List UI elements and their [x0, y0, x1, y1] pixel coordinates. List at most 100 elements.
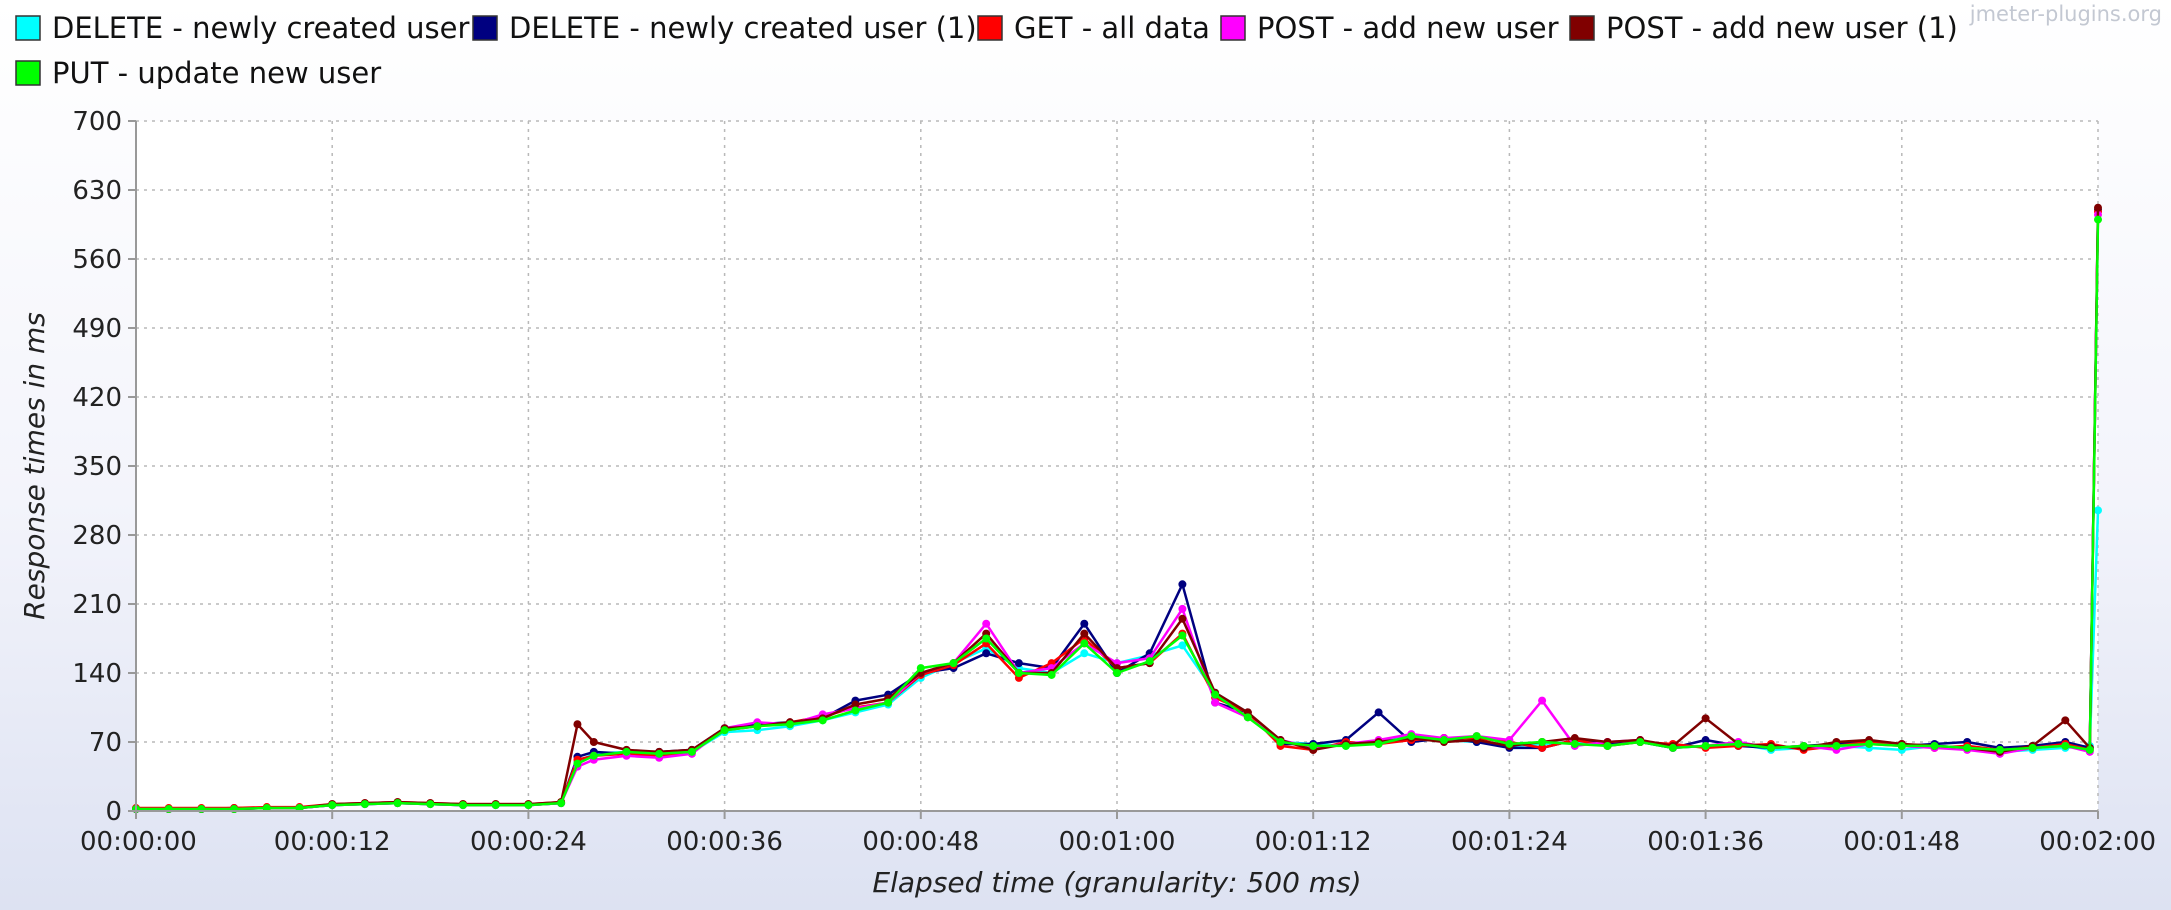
x-tick-label: 00:02:00: [2039, 827, 2156, 857]
data-point: [687, 747, 696, 756]
legend-swatch: [15, 60, 41, 86]
data-point: [2085, 745, 2094, 754]
data-point: [1113, 669, 1121, 677]
data-point: [1505, 739, 1514, 748]
y-tick-label: 70: [89, 728, 122, 758]
data-point: [1243, 713, 1252, 722]
x-tick-label: 00:01:24: [1451, 827, 1568, 857]
data-point: [1472, 732, 1481, 741]
x-tick-label: 00:01:48: [1843, 827, 1960, 857]
data-point: [2094, 506, 2102, 515]
data-point: [851, 700, 860, 709]
data-point: [1668, 743, 1677, 752]
legend-label: GET - all data: [1014, 11, 1210, 45]
data-point: [1897, 741, 1906, 750]
data-point: [1701, 736, 1710, 745]
legend-swatch: [1569, 15, 1595, 41]
legend-item: GET - all data: [977, 11, 1210, 45]
data-point: [851, 706, 860, 715]
legend: DELETE - newly created user DELETE - newl…: [15, 11, 1958, 90]
data-point: [2094, 215, 2102, 224]
data-point: [982, 619, 991, 628]
legend-item: PUT - update new user: [15, 56, 381, 90]
data-point: [1014, 659, 1023, 668]
x-tick-label: 00:01:36: [1647, 827, 1764, 857]
x-tick-label: 00:00:36: [666, 827, 783, 857]
data-point: [1930, 741, 1939, 750]
data-point: [1211, 698, 1220, 707]
data-point: [573, 759, 582, 768]
legend-label: DELETE - newly created user (1): [509, 11, 977, 45]
data-point: [2094, 203, 2102, 212]
series-group: [132, 203, 2102, 814]
y-axis-label: Response times in ms: [18, 312, 51, 620]
data-point: [753, 722, 762, 731]
series-6: [132, 215, 2102, 814]
x-tick-label: 00:01:00: [1059, 827, 1176, 857]
data-point: [1047, 670, 1056, 679]
data-point: [1570, 734, 1579, 743]
data-point: [1865, 739, 1874, 748]
data-point: [1538, 738, 1547, 746]
data-point: [524, 801, 533, 810]
data-point: [589, 751, 598, 760]
data-point: [1407, 732, 1416, 741]
y-tick-label: 420: [72, 383, 122, 413]
legend-label: DELETE - newly created user: [52, 11, 469, 45]
data-point: [328, 801, 337, 810]
data-point: [557, 799, 566, 808]
data-point: [1538, 696, 1547, 705]
data-point: [1832, 741, 1841, 750]
legend-swatch: [472, 15, 498, 41]
data-point: [1341, 741, 1350, 750]
y-tick-label: 490: [72, 314, 122, 344]
legend-label: PUT - update new user: [52, 56, 381, 90]
data-point: [2028, 743, 2037, 752]
data-point: [1211, 690, 1220, 699]
data-point: [1570, 739, 1579, 748]
data-point: [1374, 739, 1383, 748]
y-tick-label: 0: [105, 797, 122, 827]
y-axis-ticks: 0 70 140 210 280 350 420 490 560 630 700: [72, 107, 136, 827]
grid: [136, 120, 2099, 811]
data-point: [1767, 743, 1775, 752]
data-point: [1014, 669, 1023, 677]
y-tick-label: 140: [72, 659, 122, 689]
x-tick-label: 00:00:00: [80, 827, 197, 857]
data-point: [1701, 714, 1710, 723]
data-point: [1309, 741, 1318, 750]
y-tick-label: 630: [72, 176, 122, 206]
x-tick-label: 00:00:12: [274, 827, 391, 857]
x-axis-ticks: 00:00:00 00:00:12 00:00:24 00:00:36 00:00:48…: [80, 811, 2156, 857]
data-point: [1080, 639, 1089, 648]
data-point: [426, 800, 435, 809]
data-point: [818, 716, 827, 725]
legend-swatch: [1220, 15, 1246, 41]
x-tick-label: 00:01:12: [1255, 827, 1372, 857]
data-point: [622, 747, 631, 756]
data-point: [1080, 619, 1089, 628]
data-point: [459, 801, 467, 810]
data-point: [1995, 745, 2004, 754]
y-tick-label: 560: [72, 245, 122, 275]
data-point: [1799, 741, 1808, 750]
data-point: [1963, 743, 1972, 752]
x-tick-label: 00:00:48: [862, 827, 979, 857]
legend-swatch: [977, 15, 1003, 41]
data-point: [573, 720, 582, 729]
data-point: [916, 664, 925, 673]
data-point: [1080, 629, 1089, 638]
data-point: [949, 659, 958, 668]
data-point: [1178, 604, 1187, 613]
legend-item: DELETE - newly created user (1): [472, 11, 977, 45]
data-point: [1538, 743, 1547, 752]
legend-label: POST - add new user (1): [1606, 11, 1958, 45]
data-point: [393, 799, 402, 808]
data-point: [1701, 741, 1710, 750]
data-point: [589, 738, 598, 746]
data-point: [1374, 708, 1383, 717]
x-axis-label: Elapsed time (granularity: 500 ms): [872, 866, 1361, 899]
x-tick-label: 00:00:24: [470, 827, 587, 857]
